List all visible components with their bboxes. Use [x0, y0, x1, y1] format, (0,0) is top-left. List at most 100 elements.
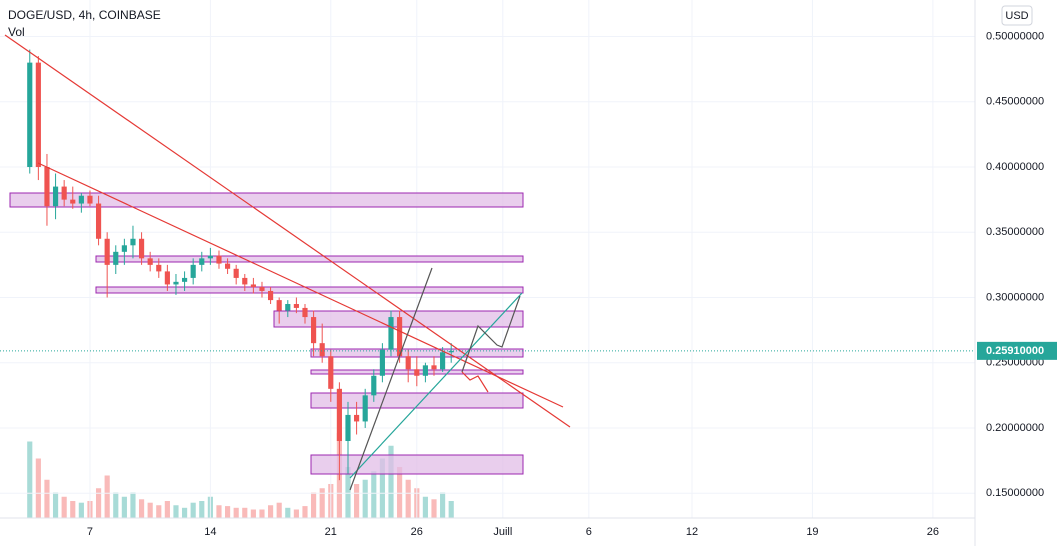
y-tick-label: 0.50000000 — [986, 30, 1044, 42]
zone — [310, 348, 524, 358]
volume-bar — [104, 475, 110, 518]
candle-body — [104, 238, 110, 265]
volume-bar — [233, 507, 239, 518]
x-tick-label: 6 — [586, 526, 592, 538]
volume-bar — [293, 509, 299, 518]
candle-body — [268, 290, 274, 301]
volume-bar — [190, 502, 196, 518]
projection-arrow — [461, 295, 521, 373]
volume-bar — [44, 479, 50, 518]
candle-body — [354, 414, 360, 422]
candle-body — [181, 277, 188, 282]
y-tick-label: 0.20000000 — [986, 422, 1044, 434]
candle-body — [87, 195, 93, 204]
candle-body — [328, 356, 334, 389]
candle-body — [121, 245, 127, 252]
candle-body — [35, 62, 41, 168]
zone — [9, 192, 524, 208]
volume-bar — [259, 509, 265, 518]
currency-box[interactable] — [1001, 5, 1033, 26]
volume-bar — [311, 492, 317, 518]
last-price-box — [977, 341, 1057, 360]
zone — [95, 286, 524, 294]
x-tick-label: 21 — [325, 526, 337, 538]
candle-body — [311, 317, 317, 344]
candle-body — [138, 238, 145, 259]
candle-body — [207, 255, 213, 259]
volume-bar — [138, 499, 145, 518]
candle-body — [70, 199, 76, 204]
volume-bar — [448, 501, 454, 518]
currency[interactable]: USD — [1005, 10, 1028, 22]
volume-bar — [27, 441, 33, 518]
candle-body — [164, 271, 170, 285]
candle-body — [371, 375, 377, 396]
trend-line — [4, 34, 571, 428]
volume-bar — [388, 445, 394, 518]
volume-bar — [121, 496, 127, 518]
candle-body — [388, 317, 394, 350]
candle-body — [130, 238, 136, 246]
candle-body — [422, 365, 428, 376]
y-tick-label: 0.45000000 — [986, 96, 1044, 108]
volume-bar — [173, 505, 179, 518]
candle-body — [190, 264, 196, 278]
candle-body — [276, 300, 282, 311]
candle-body — [440, 352, 446, 370]
chart-title: DOGE/USD, 4h, COINBASE — [8, 8, 161, 22]
candle-body — [345, 414, 351, 442]
candle-body — [431, 365, 437, 370]
volume-bar — [225, 506, 231, 518]
volume-bar — [397, 467, 403, 518]
candle-body — [319, 343, 325, 357]
trend-line — [349, 267, 433, 491]
candle-body — [250, 284, 256, 288]
volume-bar — [371, 471, 377, 518]
candle-body — [336, 388, 342, 442]
volume-bar — [431, 499, 437, 518]
y-tick-label: 0.35000000 — [986, 226, 1044, 238]
volume-bar — [61, 496, 67, 518]
volume-bar — [345, 467, 351, 518]
volume-bar — [354, 484, 360, 518]
volume-bar — [242, 507, 248, 518]
volume-bar — [147, 502, 153, 518]
volume-bar — [199, 501, 205, 518]
y-tick-label: 0.15000000 — [986, 487, 1044, 499]
x-tick-label: 26 — [927, 526, 939, 538]
trend-lines — [4, 34, 571, 491]
candle-body — [44, 167, 50, 207]
candle-body — [379, 349, 385, 376]
volume-bar — [216, 505, 222, 518]
volume-bar — [405, 479, 411, 518]
candle-body — [27, 62, 33, 168]
volume-label: Vol — [8, 25, 25, 39]
candle-body — [448, 350, 454, 353]
zone — [310, 454, 524, 475]
candle-body — [95, 203, 102, 239]
volume-bar — [285, 507, 291, 518]
volume-bar — [70, 501, 76, 518]
x-tick-label: Juill — [493, 526, 512, 538]
x-tick-label: 19 — [806, 526, 818, 538]
volume-bar — [35, 458, 41, 518]
volume-bar — [78, 502, 84, 518]
volume-bar — [52, 492, 59, 518]
volume-bar — [422, 496, 428, 518]
candle-body — [397, 317, 403, 357]
volume-bar — [276, 502, 282, 518]
candle-body — [233, 268, 239, 278]
x-tick-label: 14 — [204, 526, 216, 538]
x-tick-label: 7 — [87, 526, 93, 538]
volume-bar — [113, 492, 119, 518]
candle-body — [259, 287, 265, 291]
volume-bar — [440, 492, 446, 518]
volume-bar — [181, 507, 188, 518]
volume-bar — [362, 479, 368, 518]
candle-body — [147, 258, 153, 265]
volume-bar — [250, 509, 256, 518]
projection-arrow — [461, 371, 489, 393]
x-tick-label: 26 — [411, 526, 423, 538]
